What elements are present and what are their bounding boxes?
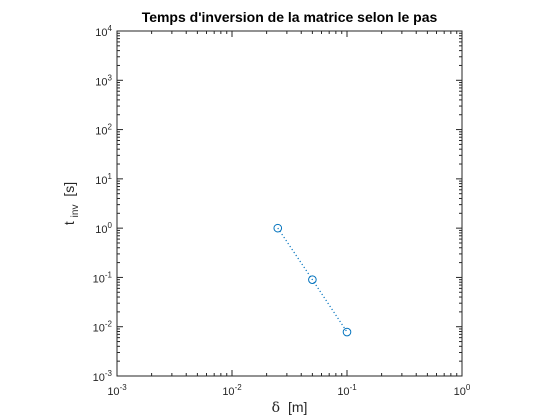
y-tick-label-exponent: -3 (105, 369, 113, 378)
x-axis-label-symbol: δ (272, 400, 280, 416)
y-tick-label-exponent: 3 (108, 73, 113, 82)
series-group (273, 223, 352, 337)
x-tick-label-exponent: 0 (466, 383, 471, 392)
plot-area (116, 30, 463, 377)
x-tick-label-base: 10 (107, 386, 119, 398)
x-tick-label-base: 10 (222, 386, 234, 398)
data-point (308, 275, 317, 284)
y-tick-label-exponent: 4 (108, 24, 113, 33)
y-tick-label-base: 10 (93, 372, 105, 384)
y-tick-label-exponent: 1 (108, 172, 113, 181)
y-tick-label-exponent: -1 (105, 270, 113, 279)
x-axis-label-unit: [m] (288, 399, 307, 415)
x-axis-label: δ [m] (272, 399, 308, 416)
data-point (342, 327, 352, 337)
y-tick-label: 102 (95, 123, 112, 138)
y-axis-label-base: t (61, 221, 77, 225)
y-tick-label: 104 (95, 24, 112, 39)
y-tick-label: 101 (95, 172, 112, 187)
x-tick-label: 10-1 (337, 383, 357, 398)
y-tick-label-base: 10 (95, 76, 107, 88)
y-axis-label-unit: [s] (61, 182, 77, 197)
y-tick-label: 10-1 (93, 270, 113, 285)
x-axis-ticks: 10-3 10-2 10-1 100 (107, 31, 471, 398)
y-tick-label: 10-2 (93, 320, 113, 335)
y-tick-label-base: 10 (95, 175, 107, 187)
x-tick-label-base: 10 (454, 386, 466, 398)
y-tick-label-base: 10 (93, 273, 105, 285)
y-axis-label-subscript: inv (70, 205, 81, 218)
y-tick-label-exponent: 0 (108, 221, 113, 230)
x-tick-label-base: 10 (337, 386, 349, 398)
y-tick-label: 10-3 (93, 369, 113, 384)
x-tick-label: 10-2 (222, 383, 242, 398)
y-tick-label-exponent: -2 (105, 320, 113, 329)
y-tick-label: 100 (95, 221, 112, 236)
y-tick-label-base: 10 (95, 224, 107, 236)
y-tick-label-base: 10 (93, 323, 105, 335)
x-tick-label: 100 (454, 383, 471, 398)
y-axis-label: t inv [s] (61, 182, 81, 225)
data-point (273, 223, 283, 233)
x-tick-label-exponent: -1 (350, 383, 358, 392)
x-tick-label-exponent: -3 (120, 383, 128, 392)
series-line (277, 227, 348, 333)
y-tick-label: 103 (95, 73, 112, 88)
y-tick-label-base: 10 (95, 126, 107, 138)
chart-title: Temps d'inversion de la matrice selon le… (142, 9, 438, 25)
x-tick-label-exponent: -2 (235, 383, 243, 392)
x-tick-label: 10-3 (107, 383, 127, 398)
y-tick-label-base: 10 (95, 27, 107, 39)
y-tick-label-exponent: 2 (108, 123, 113, 132)
